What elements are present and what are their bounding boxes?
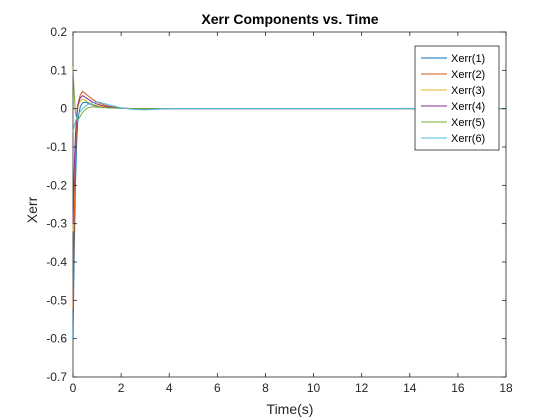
y-tick-label: -0.2: [46, 178, 67, 192]
x-axis-label: Time(s): [267, 401, 314, 417]
y-tick-label: -0.7: [46, 370, 67, 384]
legend-items: Xerr(1) Xerr(2) Xerr(3) Xerr(4) Xerr(5) Xerr(…: [421, 53, 485, 145]
x-tick-label: 2: [118, 381, 125, 395]
y-tick-label: -0.6: [46, 332, 67, 346]
legend-label-xerr-6: Xerr(6): [451, 133, 485, 145]
x-tick-label: 0: [70, 381, 77, 395]
x-axis-ticks: 0 2 4 6 8 10 12 14 16 18: [70, 32, 513, 395]
x-tick-label: 14: [403, 381, 417, 395]
x-tick-label: 8: [262, 381, 269, 395]
chart-title: Xerr Components vs. Time: [201, 11, 378, 27]
legend-label-xerr-2: Xerr(2): [451, 69, 485, 81]
x-tick-label: 16: [451, 381, 465, 395]
x-tick-label: 6: [214, 381, 221, 395]
y-tick-label: -0.3: [46, 217, 67, 231]
y-tick-label: 0.1: [50, 63, 67, 77]
y-tick-label: 0: [60, 102, 67, 116]
legend-label-xerr-1: Xerr(1): [451, 53, 485, 65]
series-layer: [72, 66, 506, 339]
x-tick-label: 12: [355, 381, 369, 395]
legend-label-xerr-3: Xerr(3): [451, 85, 485, 97]
y-tick-label: -0.5: [46, 293, 67, 307]
series-line-xerr-6: [72, 101, 506, 132]
x-tick-label: 18: [499, 381, 513, 395]
y-tick-label: -0.1: [46, 140, 67, 154]
y-tick-label: -0.4: [46, 255, 67, 269]
y-tick-label: 0.2: [50, 25, 67, 39]
x-tick-label: 4: [166, 381, 173, 395]
legend: Xerr(1) Xerr(2) Xerr(3) Xerr(4) Xerr(5) Xerr(…: [414, 45, 500, 151]
x-tick-label: 10: [307, 381, 321, 395]
legend-box: [414, 45, 500, 151]
legend-label-xerr-4: Xerr(4): [451, 101, 485, 113]
y-axis-label: Xerr: [24, 196, 40, 223]
legend-label-xerr-5: Xerr(5): [451, 117, 485, 129]
y-axis-ticks: -0.7 -0.6 -0.5 -0.4 -0.3 -0.2 -0.1 0 0.1 0.2: [46, 25, 506, 384]
